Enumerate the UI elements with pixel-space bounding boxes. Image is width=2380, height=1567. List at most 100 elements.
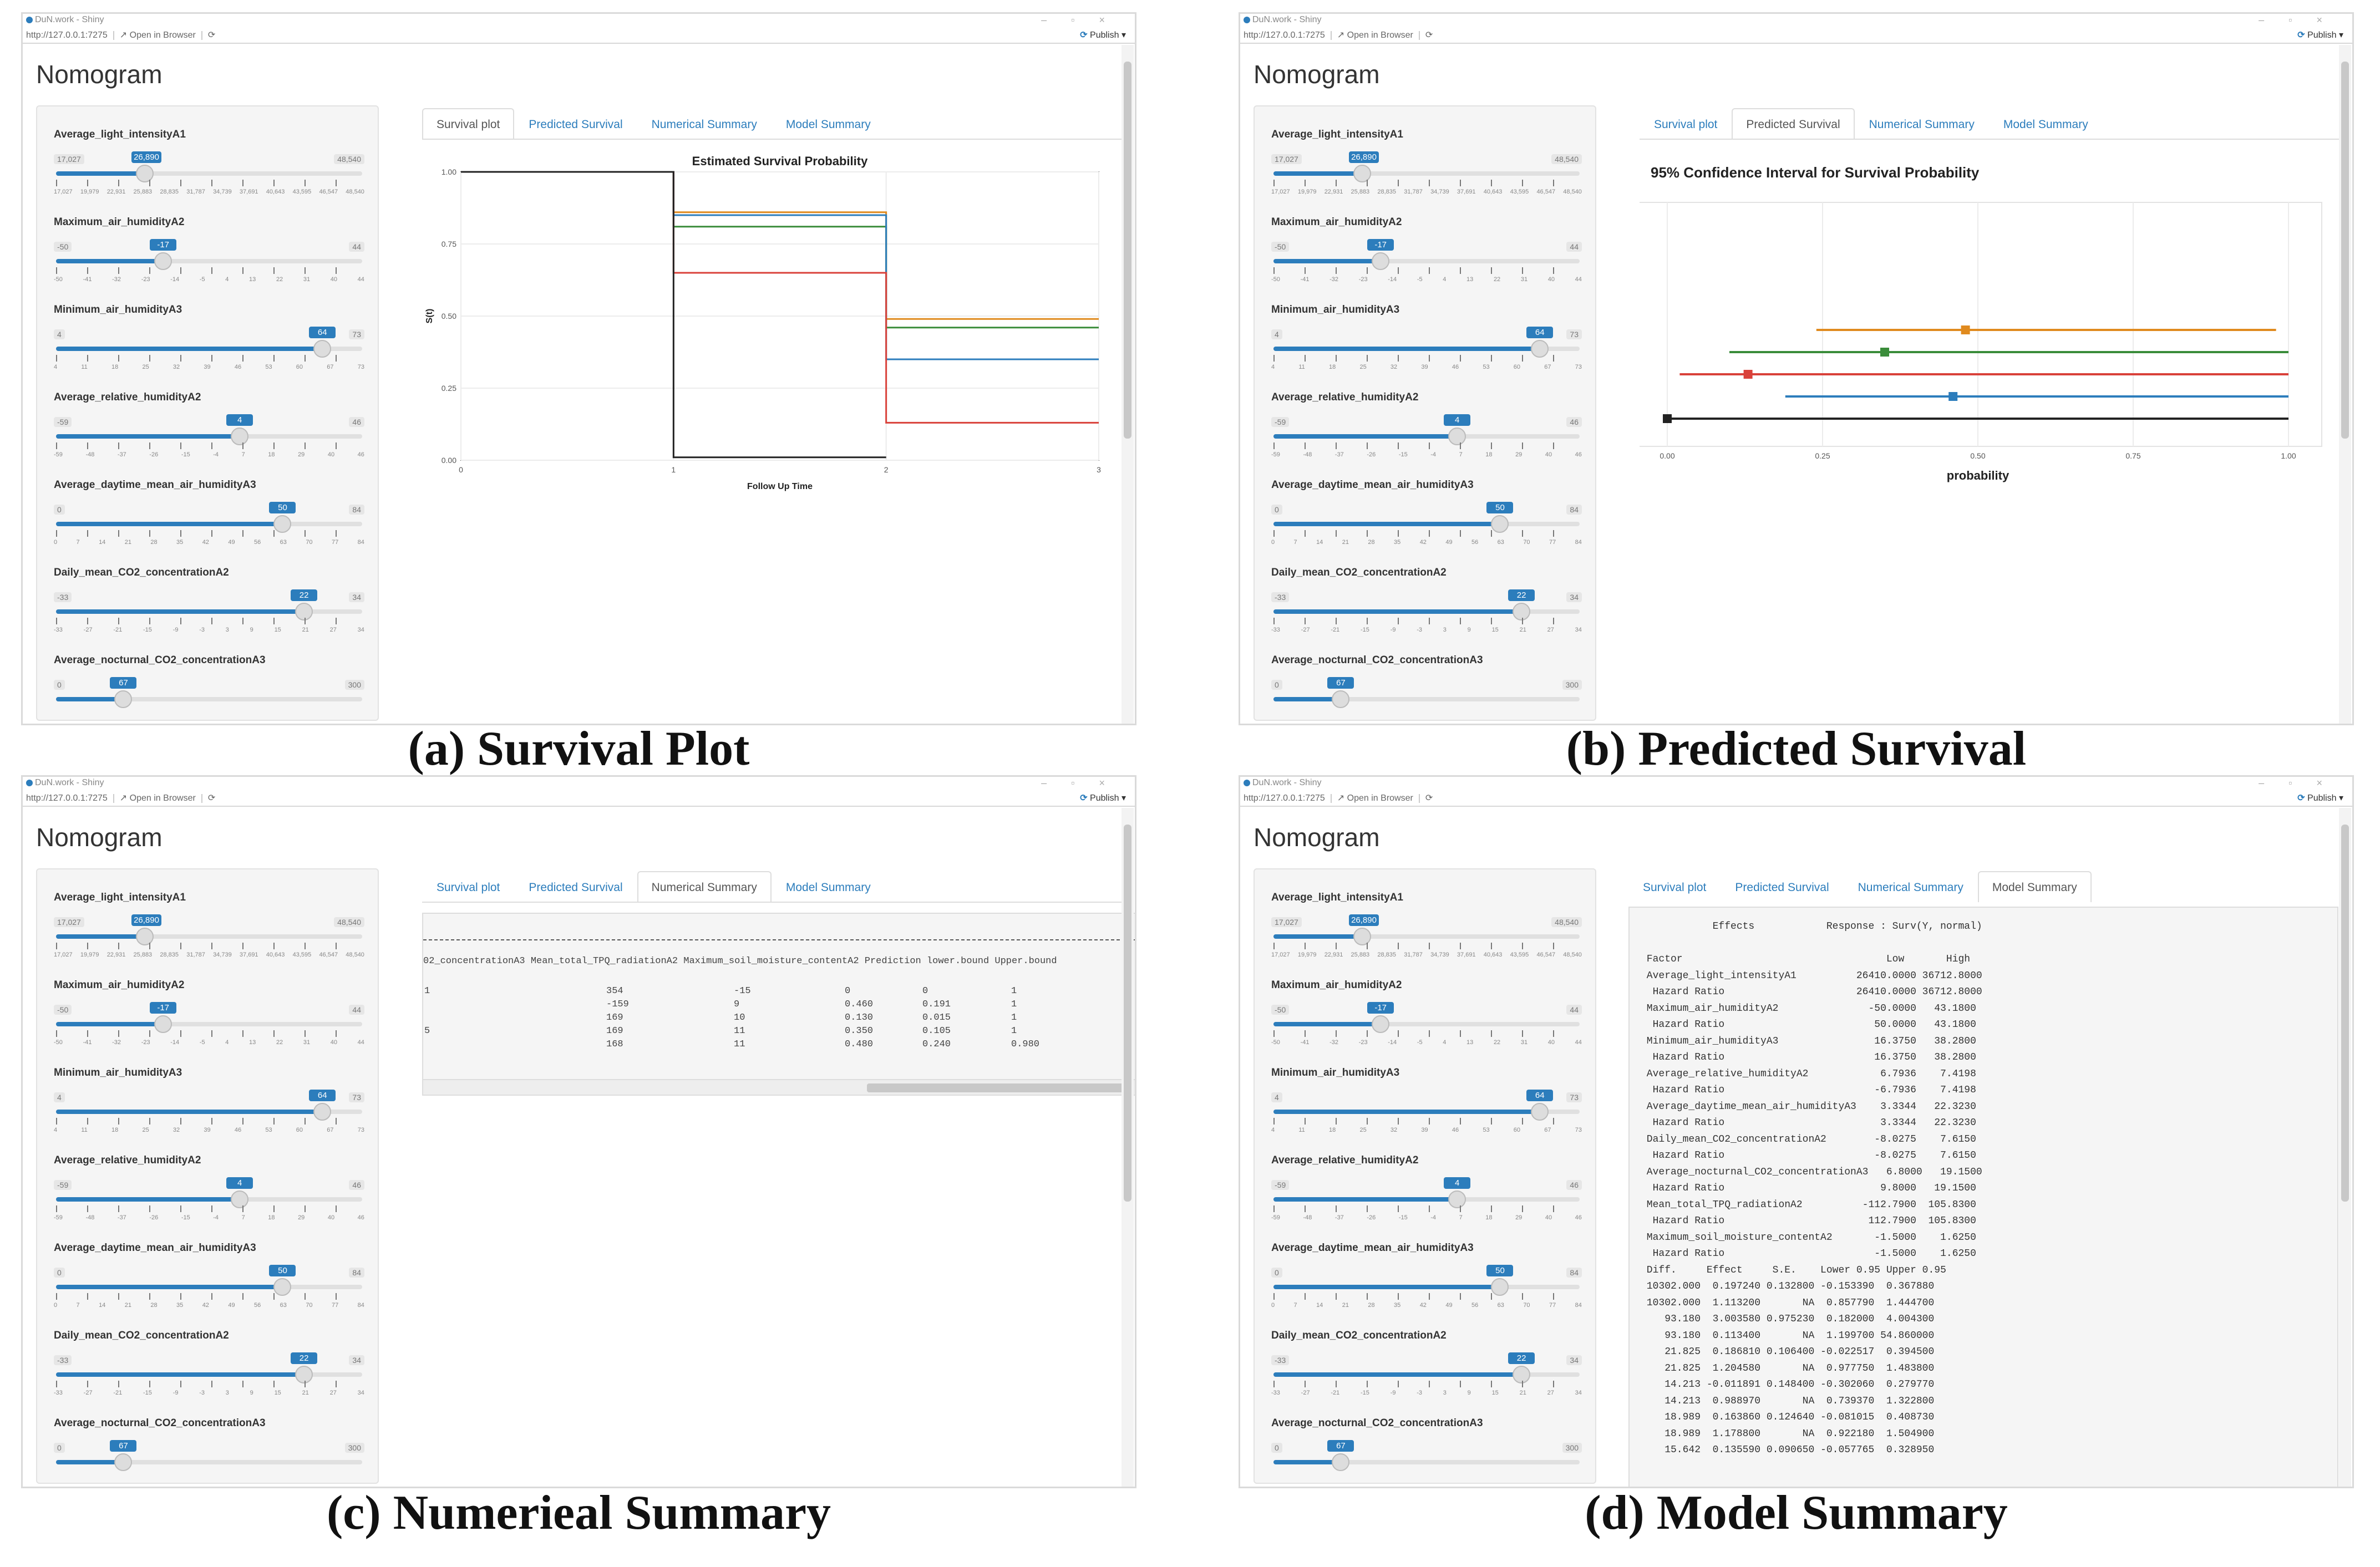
slider-1[interactable]: Maximum_air_humidityA2 -50 44 -17 -50 -41 -32-… xyxy=(54,979,364,1068)
slider-track[interactable]: 22 xyxy=(1273,589,1580,620)
open-in-browser-button[interactable]: Open in Browser xyxy=(1347,793,1413,803)
slider-0[interactable]: Average_light_intensityA1 17,027 48,540 26,… xyxy=(1271,892,1582,980)
window-controls[interactable]: –▫× xyxy=(1041,14,1129,26)
publish-button[interactable]: ⟳ Publish ▾ xyxy=(2297,793,2343,803)
slider-track[interactable]: 22 xyxy=(56,1352,362,1383)
slider-6[interactable]: Average_nocturnal_CO2_concentrationA3 0 30… xyxy=(1271,654,1582,720)
slider-2[interactable]: Minimum_air_humidityA3 4 73 64 4 11 18 25 32 39 46… xyxy=(1271,304,1582,393)
refresh-icon[interactable]: ⟳ xyxy=(1425,793,1433,803)
slider-5[interactable]: Daily_mean_CO2_concentrationA2 -33 34 22 -33… xyxy=(1271,567,1582,655)
slider-4[interactable]: Average_daytime_mean_air_humidityA3 0 84 50… xyxy=(1271,479,1582,568)
slider-1[interactable]: Maximum_air_humidityA2 -50 44 -17 -50 -41 -32-… xyxy=(54,216,364,305)
tab-numerical-summary[interactable]: Numerical Summary xyxy=(637,871,772,902)
slider-3[interactable]: Average_relative_humidityA2 -59 46 4 -59 -48-… xyxy=(1271,1154,1582,1243)
slider-track[interactable]: 67 xyxy=(1273,677,1580,708)
slider-handle[interactable] xyxy=(1332,690,1350,708)
slider-track[interactable]: 67 xyxy=(1273,1440,1580,1471)
slider-3[interactable]: Average_relative_humidityA2 -59 46 4 -59 -48-… xyxy=(54,1154,364,1243)
slider-2[interactable]: Minimum_air_humidityA3 4 73 64 4 11 18 25 32 39 46… xyxy=(1271,1067,1582,1156)
slider-track[interactable]: 22 xyxy=(1273,1352,1580,1383)
slider-5[interactable]: Daily_mean_CO2_concentrationA2 -33 34 22 -33… xyxy=(1271,1330,1582,1418)
slider-handle[interactable] xyxy=(114,1453,133,1471)
slider-5[interactable]: Daily_mean_CO2_concentrationA2 -33 34 22 -33… xyxy=(54,567,364,655)
slider-track[interactable]: 64 xyxy=(1273,327,1580,358)
slider-handle[interactable] xyxy=(295,1366,313,1383)
slider-track[interactable]: -17 xyxy=(1273,239,1580,270)
slider-track[interactable]: 4 xyxy=(1273,414,1580,445)
tab-numerical-summary[interactable]: Numerical Summary xyxy=(1869,118,1975,131)
tab-model-summary[interactable]: Model Summary xyxy=(1977,871,2092,902)
slider-track[interactable]: 26,890 xyxy=(1273,914,1580,945)
vertical-scrollbar[interactable] xyxy=(1122,808,1134,1487)
slider-track[interactable]: 4 xyxy=(1273,1177,1580,1208)
slider-handle[interactable] xyxy=(136,165,154,182)
tab-survival-plot[interactable]: Survival plot xyxy=(422,108,515,139)
slider-track[interactable]: 4 xyxy=(56,414,362,445)
slider-track[interactable]: -17 xyxy=(1273,1002,1580,1033)
publish-button[interactable]: ⟳ Publish ▾ xyxy=(1080,30,1126,40)
window-controls[interactable]: –▫× xyxy=(2259,14,2347,26)
slider-1[interactable]: Maximum_air_humidityA2 -50 44 -17 -50 -41 -32-… xyxy=(1271,979,1582,1068)
tab-model-summary[interactable]: Model Summary xyxy=(785,118,871,131)
vertical-scrollbar[interactable] xyxy=(2339,808,2351,1487)
tab-model-summary[interactable]: Model Summary xyxy=(785,881,871,894)
slider-track[interactable]: 64 xyxy=(1273,1090,1580,1121)
window-controls[interactable]: –▫× xyxy=(2259,777,2347,788)
slider-track[interactable]: 50 xyxy=(56,502,362,533)
horizontal-scrollbar[interactable] xyxy=(423,1079,1135,1095)
slider-6[interactable]: Average_nocturnal_CO2_concentrationA3 0 30… xyxy=(54,1417,364,1483)
tab-predicted-survival[interactable]: Predicted Survival xyxy=(1735,881,1829,894)
vertical-scrollbar[interactable] xyxy=(2339,45,2351,724)
slider-handle[interactable] xyxy=(1353,928,1372,945)
refresh-icon[interactable]: ⟳ xyxy=(1425,30,1433,40)
slider-0[interactable]: Average_light_intensityA1 17,027 48,540 26,… xyxy=(54,892,364,980)
slider-track[interactable]: 26,890 xyxy=(56,914,362,945)
slider-2[interactable]: Minimum_air_humidityA3 4 73 64 4 11 18 25 32 39 46… xyxy=(54,1067,364,1156)
open-in-browser-button[interactable]: Open in Browser xyxy=(1347,30,1413,40)
slider-2[interactable]: Minimum_air_humidityA3 4 73 64 4 11 18 25 32 39 46… xyxy=(54,304,364,393)
slider-handle[interactable] xyxy=(1332,1453,1350,1471)
slider-handle[interactable] xyxy=(1353,165,1372,182)
open-in-browser-button[interactable]: Open in Browser xyxy=(129,793,196,803)
slider-5[interactable]: Daily_mean_CO2_concentrationA2 -33 34 22 -33… xyxy=(54,1330,364,1418)
slider-3[interactable]: Average_relative_humidityA2 -59 46 4 -59 -48-… xyxy=(54,391,364,480)
slider-handle[interactable] xyxy=(231,428,249,445)
slider-track[interactable]: -17 xyxy=(56,1002,362,1033)
vertical-scrollbar[interactable] xyxy=(1122,45,1134,724)
slider-4[interactable]: Average_daytime_mean_air_humidityA3 0 84 50… xyxy=(54,1242,364,1331)
slider-0[interactable]: Average_light_intensityA1 17,027 48,540 26,… xyxy=(1271,129,1582,217)
slider-track[interactable]: 26,890 xyxy=(56,151,362,182)
slider-track[interactable]: 4 xyxy=(56,1177,362,1208)
slider-track[interactable]: 67 xyxy=(56,677,362,708)
tab-predicted-survival[interactable]: Predicted Survival xyxy=(529,881,623,894)
publish-button[interactable]: ⟳ Publish ▾ xyxy=(1080,793,1126,803)
slider-6[interactable]: Average_nocturnal_CO2_concentrationA3 0 30… xyxy=(54,654,364,720)
publish-button[interactable]: ⟳ Publish ▾ xyxy=(2297,30,2343,40)
slider-track[interactable]: 26,890 xyxy=(1273,151,1580,182)
tab-survival-plot[interactable]: Survival plot xyxy=(437,881,500,894)
tab-numerical-summary[interactable]: Numerical Summary xyxy=(651,118,757,131)
tab-model-summary[interactable]: Model Summary xyxy=(2003,118,2088,131)
slider-0[interactable]: Average_light_intensityA1 17,027 48,540 26,… xyxy=(54,129,364,217)
slider-3[interactable]: Average_relative_humidityA2 -59 46 4 -59 -48-… xyxy=(1271,391,1582,480)
slider-track[interactable]: 64 xyxy=(56,327,362,358)
slider-4[interactable]: Average_daytime_mean_air_humidityA3 0 84 50… xyxy=(54,479,364,568)
slider-handle[interactable] xyxy=(295,603,313,620)
slider-handle[interactable] xyxy=(154,1015,172,1033)
tab-survival-plot[interactable]: Survival plot xyxy=(1654,118,1718,131)
slider-track[interactable]: 50 xyxy=(1273,502,1580,533)
slider-track[interactable]: 67 xyxy=(56,1440,362,1471)
slider-1[interactable]: Maximum_air_humidityA2 -50 44 -17 -50 -41 -32-… xyxy=(1271,216,1582,305)
slider-6[interactable]: Average_nocturnal_CO2_concentrationA3 0 30… xyxy=(1271,1417,1582,1483)
tab-numerical-summary[interactable]: Numerical Summary xyxy=(1858,881,1963,894)
slider-track[interactable]: -17 xyxy=(56,239,362,270)
refresh-icon[interactable]: ⟳ xyxy=(207,793,216,803)
tab-predicted-survival[interactable]: Predicted Survival xyxy=(529,118,623,131)
open-in-browser-button[interactable]: Open in Browser xyxy=(129,30,196,40)
slider-track[interactable]: 50 xyxy=(56,1265,362,1296)
slider-handle[interactable] xyxy=(231,1190,249,1208)
slider-handle[interactable] xyxy=(154,252,172,270)
refresh-icon[interactable]: ⟳ xyxy=(207,30,216,40)
slider-handle[interactable] xyxy=(114,690,133,708)
slider-track[interactable]: 50 xyxy=(1273,1265,1580,1296)
